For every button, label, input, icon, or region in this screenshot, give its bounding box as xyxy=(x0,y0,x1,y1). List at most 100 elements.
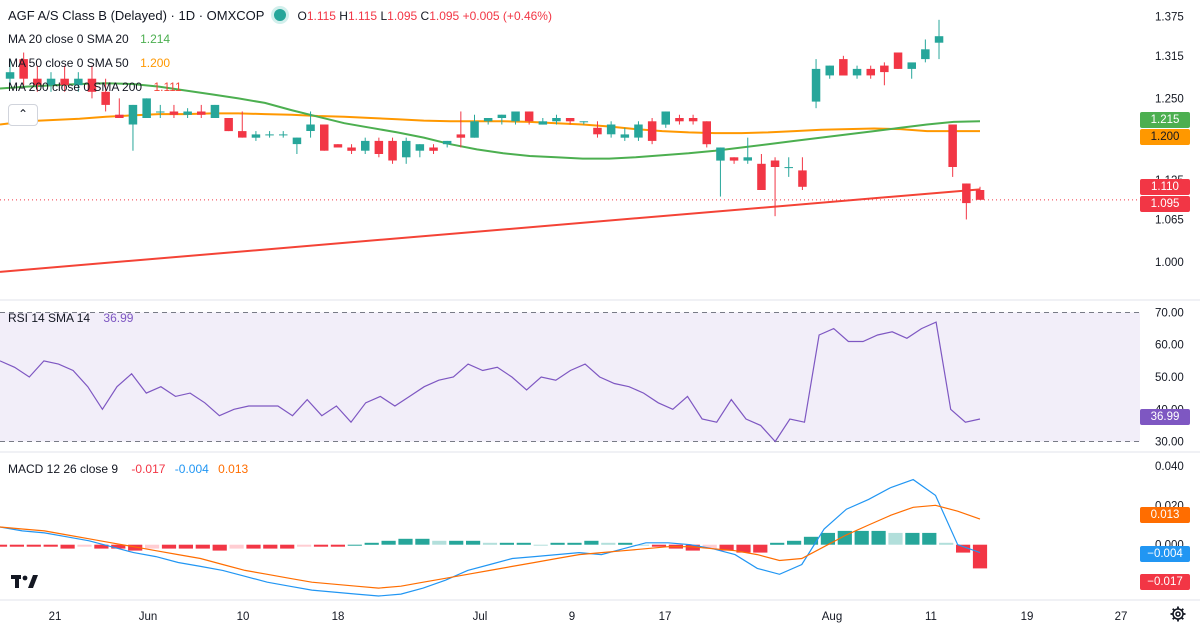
macd-histogram-bar xyxy=(482,542,498,545)
candle-body xyxy=(374,140,384,154)
macd-histogram-bar xyxy=(516,542,531,545)
candle-body xyxy=(511,111,520,122)
macd-histogram-bar xyxy=(212,544,227,551)
candle-body xyxy=(279,134,288,136)
time-axis-tick: 21 xyxy=(49,611,62,623)
macd-histogram-bar xyxy=(719,544,734,551)
candle-body xyxy=(74,78,83,86)
candle-body xyxy=(825,65,834,76)
time-axis-tick: 19 xyxy=(1021,611,1034,623)
rsi-value: 36.99 xyxy=(103,311,134,325)
macd-histogram-bar xyxy=(9,544,24,547)
candle-body xyxy=(183,111,192,115)
candle-body xyxy=(647,121,657,141)
high-value: 1.115 xyxy=(347,9,378,23)
macd-histogram-bar xyxy=(398,538,413,545)
candle-body xyxy=(893,52,903,69)
macd-histogram-bar xyxy=(905,532,920,545)
macd-histogram-bar xyxy=(787,540,802,545)
candle-body xyxy=(975,190,985,200)
macd-hist-value: -0.017 xyxy=(131,462,166,476)
candle-body xyxy=(115,114,124,118)
macd-histogram-bar xyxy=(161,544,177,549)
macd-histogram-bar xyxy=(854,530,869,545)
rsi-label: RSI 14 SMA 14 xyxy=(8,311,91,325)
candle-body xyxy=(688,118,698,122)
ma50-value: 1.200 xyxy=(140,56,171,70)
macd-histogram-bar xyxy=(297,544,312,547)
ma20-legend[interactable]: MA 20 close 0 SMA 20 1.214 xyxy=(8,32,172,46)
macd-histogram-bar xyxy=(364,542,379,545)
rsi-axis-tick: 70.00 xyxy=(1155,307,1184,319)
time-axis-tick: Jun xyxy=(139,611,158,623)
tradingview-logo[interactable] xyxy=(10,570,40,592)
candle-body xyxy=(60,78,69,86)
candle-body xyxy=(361,140,370,151)
ma50-label: MA 50 close 0 SMA 50 xyxy=(8,56,129,70)
candle-body xyxy=(565,118,575,122)
candle-body xyxy=(743,157,752,161)
ma50-legend[interactable]: MA 50 close 0 SMA 50 1.200 xyxy=(8,56,172,70)
ma200-legend[interactable]: MA 200 close 0 SMA 200 1.111 xyxy=(8,80,184,94)
macd-histogram-bar xyxy=(0,544,8,547)
candle-body xyxy=(784,167,793,169)
macd-histogram-bar xyxy=(466,540,481,545)
candle-body xyxy=(333,144,343,148)
candle-body xyxy=(811,68,821,102)
macd-histogram-bar xyxy=(651,544,667,547)
candle-body xyxy=(839,59,848,76)
macd-legend[interactable]: MACD 12 26 close 9 -0.017 -0.004 0.013 xyxy=(8,462,250,476)
gear-icon[interactable] xyxy=(1170,606,1186,622)
macd-histogram-bar xyxy=(449,540,464,545)
candle-body xyxy=(483,118,493,122)
ma20-price-tag: 1.215 xyxy=(1140,112,1190,128)
candle-body xyxy=(19,59,28,79)
collapse-legend-button[interactable]: ⌃ xyxy=(8,104,38,126)
candle-body xyxy=(934,36,944,43)
macd-label: MACD 12 26 close 9 xyxy=(8,462,119,476)
candle-body xyxy=(142,98,151,118)
close-value: 1.095 xyxy=(429,9,460,23)
candle-body xyxy=(320,124,329,151)
candle-body xyxy=(87,78,97,92)
macd-histogram-bar xyxy=(550,542,565,545)
candle-body xyxy=(675,118,684,122)
last-price-tag: 1.095 xyxy=(1140,196,1190,212)
candle-body xyxy=(593,127,602,135)
candle-body xyxy=(169,111,179,115)
candle-body xyxy=(948,124,957,167)
candle-body xyxy=(620,134,630,138)
rsi-price-tag: 36.99 xyxy=(1140,409,1190,425)
ma200-value: 1.111 xyxy=(153,80,182,94)
candle-body xyxy=(552,118,561,122)
candle-body xyxy=(866,68,875,76)
macd-signal-value: 0.013 xyxy=(218,462,249,476)
candle-body xyxy=(456,134,466,138)
candle-body xyxy=(907,62,916,69)
rsi-axis-tick: 30.00 xyxy=(1155,437,1184,449)
candle-body xyxy=(634,124,643,138)
macd-signal-line xyxy=(0,504,981,589)
candle-body xyxy=(729,157,739,161)
time-axis-tick: 18 xyxy=(332,611,345,623)
candle-body xyxy=(265,134,274,136)
rsi-line xyxy=(0,321,981,443)
macd-histogram-bar xyxy=(956,544,971,553)
macd-histogram-bar xyxy=(601,542,616,545)
candle-body xyxy=(101,91,110,105)
macd-histogram-bar xyxy=(939,542,954,545)
macd-histogram-bar xyxy=(128,544,143,551)
candle-body xyxy=(702,121,711,145)
macd-histogram-bar xyxy=(871,530,886,545)
ma200-line xyxy=(0,188,981,273)
macd-histogram-bar xyxy=(77,544,92,547)
rsi-legend[interactable]: RSI 14 SMA 14 36.99 xyxy=(8,311,135,325)
candle-body xyxy=(415,144,425,151)
candle-body xyxy=(210,104,220,118)
symbol-title[interactable]: AGF A/S Class B (Delayed) · 1D · OMXCOP xyxy=(8,8,265,23)
candle-body xyxy=(197,111,206,115)
time-axis-tick: Aug xyxy=(822,611,842,623)
macd-histogram-bar xyxy=(584,540,599,545)
ma200-price-tag: 1.110 xyxy=(1140,179,1190,195)
